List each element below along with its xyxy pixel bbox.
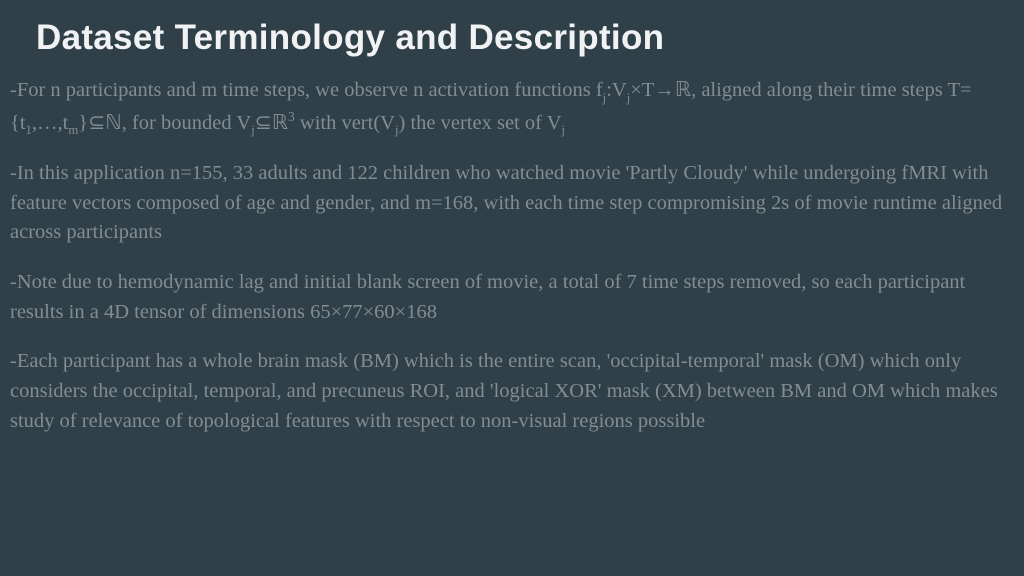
p1-sub-j5: j bbox=[562, 123, 566, 137]
p1-text: ) the vertex set of V bbox=[399, 111, 562, 133]
p1-text: -For n participants and m time steps, we… bbox=[10, 79, 603, 101]
paragraph-1: -For n participants and m time steps, we… bbox=[10, 76, 1014, 139]
p1-sub-1: 1 bbox=[26, 123, 32, 137]
p1-sub-j1: j bbox=[603, 91, 607, 105]
p1-sub-m: m bbox=[68, 123, 78, 137]
p1-text: }⊆ bbox=[78, 111, 105, 133]
p1-N: ℕ bbox=[105, 111, 121, 133]
paragraph-3: -Note due to hemodynamic lag and initial… bbox=[10, 268, 1014, 327]
p1-sup-3: 3 bbox=[288, 109, 295, 124]
p1-sub-j3: j bbox=[251, 123, 255, 137]
p1-text: ×T→ bbox=[630, 79, 675, 101]
p1-text: :V bbox=[606, 79, 627, 101]
p1-R2: ℝ bbox=[272, 111, 288, 133]
p1-sub-j4: j bbox=[395, 123, 399, 137]
paragraph-2: -In this application n=155, 33 adults an… bbox=[10, 159, 1014, 248]
slide-title: Dataset Terminology and Description bbox=[36, 18, 1014, 58]
paragraph-4: -Each participant has a whole brain mask… bbox=[10, 347, 1014, 436]
p1-text: with vert(V bbox=[295, 111, 395, 133]
p1-text: ⊆ bbox=[255, 111, 272, 133]
p1-sub-j2: j bbox=[627, 91, 631, 105]
p1-text: , for bounded V bbox=[122, 111, 251, 133]
p1-R: ℝ bbox=[675, 79, 691, 101]
p1-text: ,…,t bbox=[32, 111, 68, 133]
slide: Dataset Terminology and Description -For… bbox=[0, 0, 1024, 576]
